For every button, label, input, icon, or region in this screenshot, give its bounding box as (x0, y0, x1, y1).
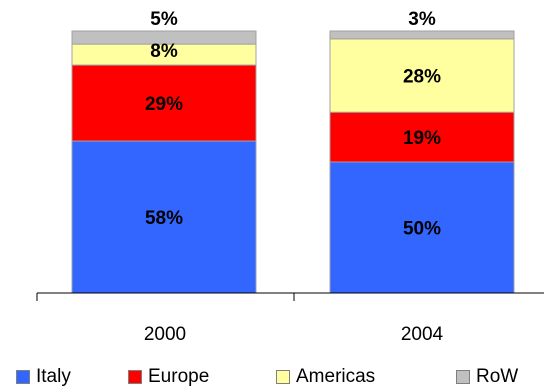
stacked-bar-chart: 58% 29% 8% 5% 50% 19% 28% 3% 2000 2004 (36, 9, 544, 345)
legend-swatch-americas (276, 370, 290, 384)
legend-label-europe: Europe (148, 366, 210, 387)
legend-swatch-row (456, 370, 470, 384)
bar-segment-italy-2000 (71, 140, 257, 294)
legend-swatch-italy (16, 370, 30, 384)
data-label-europe-2000: 29% (145, 94, 183, 115)
legend-label-row: RoW (476, 366, 519, 387)
data-label-americas-2004: 28% (403, 67, 441, 88)
data-label-row-2000: 5% (150, 9, 178, 30)
bar-segment-europe-2000 (71, 64, 257, 142)
legend-item-americas: Americas (276, 364, 375, 390)
legend-label-italy: Italy (36, 366, 71, 387)
x-tick-label-2000: 2000 (144, 324, 186, 345)
segment-label-group: 58% 29% 8% 5% 50% 19% 28% 3% (145, 9, 441, 240)
data-label-italy-2004: 50% (403, 219, 441, 240)
data-label-row-2004: 3% (408, 9, 436, 30)
bar-segment-row-2004 (329, 30, 515, 40)
legend-item-row: RoW (456, 364, 518, 390)
data-label-americas-2000: 8% (150, 41, 178, 62)
data-label-europe-2004: 19% (403, 128, 441, 149)
legend-swatch-europe (128, 370, 142, 384)
bar-segment-row-2000 (71, 30, 257, 45)
bar-segment-americas-2004 (329, 38, 515, 113)
legend-item-italy: Italy (16, 364, 71, 390)
legend-item-europe: Europe (128, 364, 209, 390)
data-label-italy-2000: 58% (145, 208, 183, 229)
legend: Italy Europe Americas RoW (0, 364, 544, 390)
bar-group (71, 30, 515, 294)
legend-label-americas: Americas (296, 366, 376, 387)
bar-segment-italy-2004 (329, 161, 515, 294)
x-tick-label-2004: 2004 (401, 324, 444, 345)
